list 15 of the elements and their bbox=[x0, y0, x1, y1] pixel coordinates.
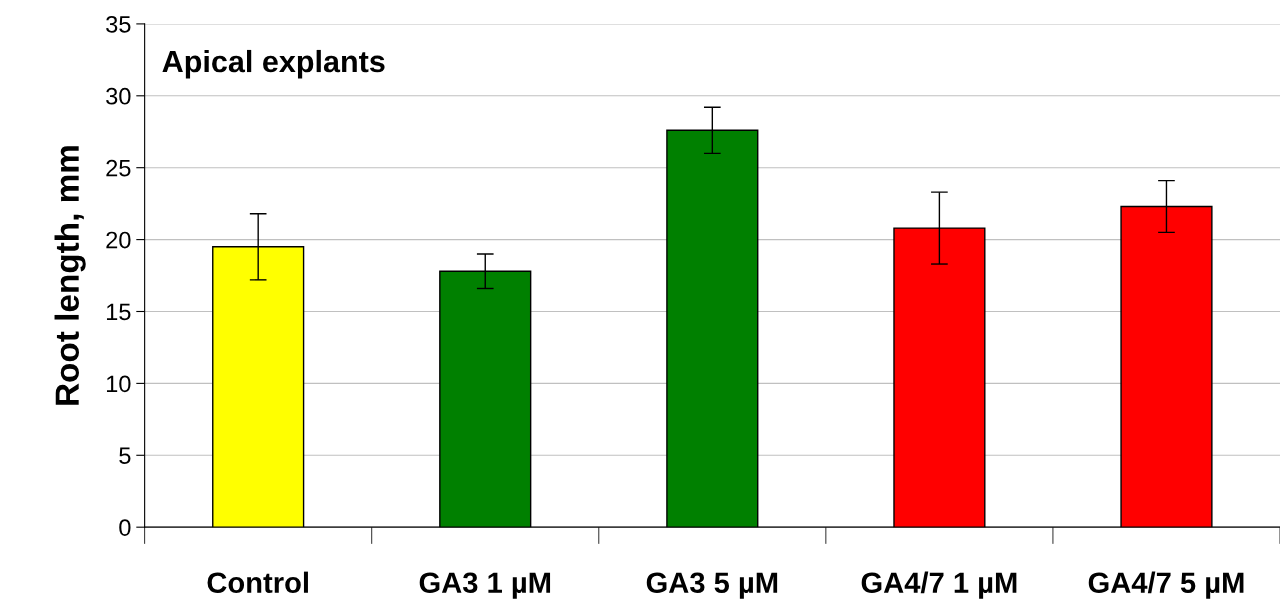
y-tick-label: 20 bbox=[106, 231, 131, 249]
y-tick-label: 25 bbox=[106, 159, 131, 177]
y-tick-label: 10 bbox=[106, 375, 131, 393]
x-tick-label: Control bbox=[207, 571, 308, 594]
x-tick-label: GA4/7 5 µM bbox=[1088, 571, 1244, 599]
y-axis-title: Root length, mm bbox=[54, 146, 86, 405]
y-tick-label: 30 bbox=[106, 87, 131, 105]
text: Apical explants bbox=[162, 49, 385, 79]
y-tick-label: 35 bbox=[106, 15, 131, 33]
x-tick-label: GA3 5 µM bbox=[646, 572, 778, 599]
x-tick-label: GA4/7 1 µM bbox=[861, 571, 1017, 599]
y-tick-label: 15 bbox=[106, 303, 131, 321]
y-tick-label: 0 bbox=[119, 519, 131, 536]
y-tick-label: 5 bbox=[119, 447, 131, 465]
x-tick-label: GA3 1 µM bbox=[419, 572, 551, 599]
